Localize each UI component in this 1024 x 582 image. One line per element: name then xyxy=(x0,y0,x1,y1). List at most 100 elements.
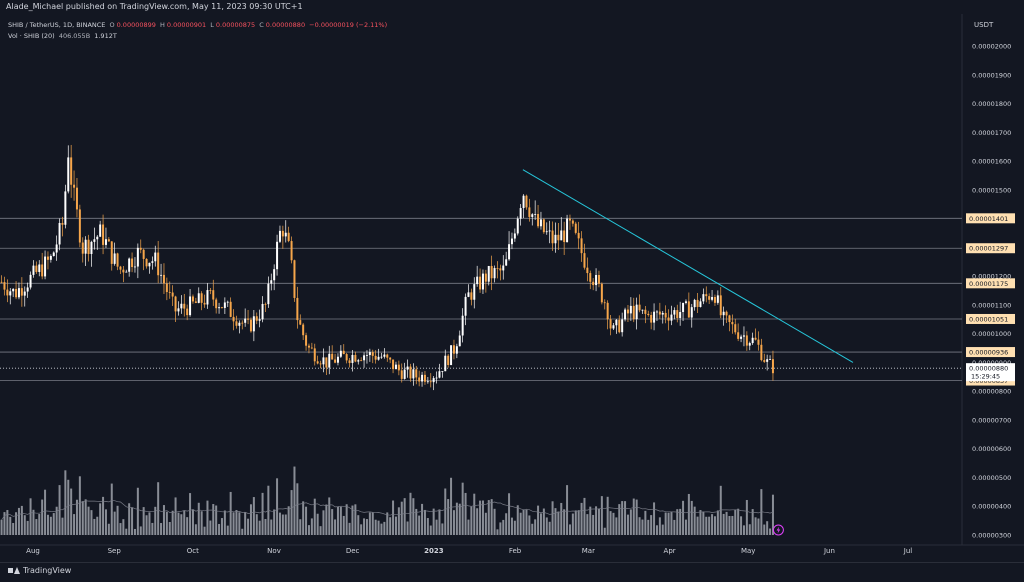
symbol-name[interactable]: SHIB / TetherUS, 1D, BINANCE xyxy=(8,21,106,29)
candle-body[interactable] xyxy=(284,232,287,237)
candle-body[interactable] xyxy=(406,366,409,370)
candle-body[interactable] xyxy=(505,259,508,266)
candle-body[interactable] xyxy=(316,361,319,364)
candle-body[interactable] xyxy=(653,311,656,323)
candle-body[interactable] xyxy=(670,314,673,321)
candle-body[interactable] xyxy=(661,312,664,315)
candle-body[interactable] xyxy=(302,324,305,336)
candle-body[interactable] xyxy=(278,230,281,242)
candle-body[interactable] xyxy=(203,302,206,305)
candle-body[interactable] xyxy=(197,293,200,303)
candle-body[interactable] xyxy=(708,296,711,300)
candle-body[interactable] xyxy=(215,299,218,309)
candle-body[interactable] xyxy=(763,360,766,362)
candle-body[interactable] xyxy=(769,359,772,360)
candle-body[interactable] xyxy=(371,352,374,356)
candle-body[interactable] xyxy=(751,337,754,344)
candle-body[interactable] xyxy=(41,264,44,277)
candle-body[interactable] xyxy=(522,195,525,209)
candle-body[interactable] xyxy=(595,274,598,286)
candle-body[interactable] xyxy=(452,345,455,354)
candle-body[interactable] xyxy=(189,296,192,316)
candle-body[interactable] xyxy=(519,208,522,219)
candle-body[interactable] xyxy=(386,354,389,358)
candle-body[interactable] xyxy=(542,219,545,233)
candle-body[interactable] xyxy=(328,353,331,368)
candle-body[interactable] xyxy=(487,265,490,282)
candle-body[interactable] xyxy=(392,359,395,370)
candle-body[interactable] xyxy=(754,337,757,340)
candle-body[interactable] xyxy=(12,288,15,292)
tradingview-brand[interactable]: TradingView xyxy=(8,566,71,575)
candle-body[interactable] xyxy=(61,222,64,225)
candle-body[interactable] xyxy=(731,322,734,325)
candle-body[interactable] xyxy=(194,301,197,303)
candle-body[interactable] xyxy=(626,309,629,314)
candle-body[interactable] xyxy=(719,295,722,316)
candle-body[interactable] xyxy=(351,354,354,363)
candle-body[interactable] xyxy=(235,321,238,326)
candle-body[interactable] xyxy=(73,184,76,188)
candle-body[interactable] xyxy=(728,315,731,323)
candle-body[interactable] xyxy=(441,371,444,372)
candle-body[interactable] xyxy=(740,336,743,339)
candle-body[interactable] xyxy=(531,214,534,217)
candle-body[interactable] xyxy=(276,241,279,270)
candle-body[interactable] xyxy=(145,258,148,267)
candle-body[interactable] xyxy=(3,282,6,290)
candle-body[interactable] xyxy=(307,345,310,348)
candle-body[interactable] xyxy=(220,307,223,309)
candle-body[interactable] xyxy=(218,307,221,309)
candle-body[interactable] xyxy=(281,230,284,237)
candle-body[interactable] xyxy=(6,289,9,296)
candle-body[interactable] xyxy=(394,364,397,370)
candle-body[interactable] xyxy=(545,231,548,233)
candle-body[interactable] xyxy=(261,303,264,320)
candle-body[interactable] xyxy=(255,316,258,321)
candle-body[interactable] xyxy=(734,324,737,333)
candle-body[interactable] xyxy=(621,319,624,333)
candle-body[interactable] xyxy=(638,304,641,311)
candle-body[interactable] xyxy=(162,274,165,284)
candle-body[interactable] xyxy=(345,354,348,361)
candle-body[interactable] xyxy=(560,230,563,241)
candle-body[interactable] xyxy=(447,355,450,366)
candle-body[interactable] xyxy=(273,269,276,281)
candle-body[interactable] xyxy=(612,325,615,329)
candle-body[interactable] xyxy=(258,319,261,321)
candle-body[interactable] xyxy=(78,209,81,243)
candle-body[interactable] xyxy=(629,305,632,314)
candle-body[interactable] xyxy=(17,288,20,298)
candle-body[interactable] xyxy=(650,314,653,323)
candle-body[interactable] xyxy=(113,253,116,264)
candle-body[interactable] xyxy=(334,359,337,363)
candle-body[interactable] xyxy=(229,301,232,317)
candle-body[interactable] xyxy=(551,230,554,244)
candle-body[interactable] xyxy=(455,346,458,354)
candle-body[interactable] xyxy=(46,256,49,260)
candle-body[interactable] xyxy=(624,309,627,320)
candle-body[interactable] xyxy=(711,297,714,300)
candle-body[interactable] xyxy=(577,232,580,239)
candle-body[interactable] xyxy=(339,350,342,357)
candle-body[interactable] xyxy=(131,258,134,268)
candle-body[interactable] xyxy=(412,369,415,379)
candle-body[interactable] xyxy=(409,366,412,379)
candle-body[interactable] xyxy=(632,305,635,320)
candle-body[interactable] xyxy=(432,378,435,383)
candle-body[interactable] xyxy=(748,343,751,346)
candle-body[interactable] xyxy=(310,347,313,349)
candle-body[interactable] xyxy=(641,309,644,311)
candle-body[interactable] xyxy=(687,301,690,318)
candle-body[interactable] xyxy=(397,364,400,371)
candle-body[interactable] xyxy=(32,265,35,275)
candle-body[interactable] xyxy=(226,301,229,303)
candle-body[interactable] xyxy=(165,283,168,293)
candle-body[interactable] xyxy=(380,356,383,358)
candle-body[interactable] xyxy=(374,355,377,360)
candle-body[interactable] xyxy=(476,276,479,285)
candle-body[interactable] xyxy=(26,287,29,292)
candle-body[interactable] xyxy=(58,222,61,245)
candle-body[interactable] xyxy=(502,265,505,271)
candle-body[interactable] xyxy=(136,247,139,267)
